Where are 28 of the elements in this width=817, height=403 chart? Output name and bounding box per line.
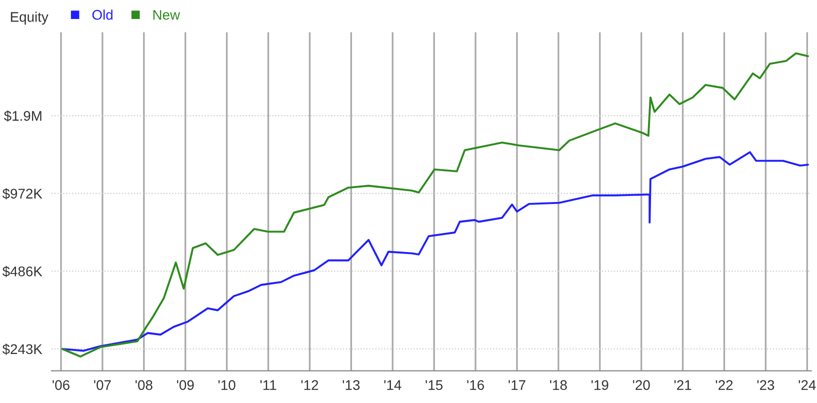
x-tick-label: '10 — [218, 380, 236, 390]
y-tick-label: $243K — [2, 344, 42, 355]
y-axis-title: Equity — [10, 12, 48, 25]
y-tick-label: $486K — [2, 266, 42, 278]
y-tick-label: $1.9M — [4, 110, 42, 122]
legend-label: Old — [92, 10, 112, 20]
legend-label: New — [153, 10, 180, 20]
x-tick-label: '15 — [426, 380, 443, 390]
x-tick-label: '13 — [342, 380, 360, 390]
x-tick-label: '24 — [798, 380, 816, 390]
x-tick-label: '12 — [301, 380, 318, 390]
x-tick-label: '23 — [757, 380, 774, 390]
x-tick-label: '21 — [674, 380, 692, 390]
line-series — [61, 52, 809, 358]
x-tick-label: '14 — [384, 380, 402, 390]
x-tick-label: '06 — [52, 380, 70, 390]
x-tick-label: '07 — [94, 380, 111, 390]
y-tick-label: $972K — [2, 188, 42, 200]
x-tick-label: '20 — [632, 380, 650, 390]
x-tick-label: '11 — [260, 380, 276, 390]
x-tick-label: '17 — [508, 380, 526, 390]
x-tick-label: '19 — [592, 380, 608, 390]
x-tick-label: '22 — [716, 380, 733, 390]
x-tick-label: '09 — [177, 380, 194, 390]
x-tick-label: '18 — [550, 380, 567, 390]
x-tick-label: '16 — [467, 380, 484, 390]
x-tick-label: '08 — [136, 380, 152, 390]
line-series — [61, 151, 809, 352]
